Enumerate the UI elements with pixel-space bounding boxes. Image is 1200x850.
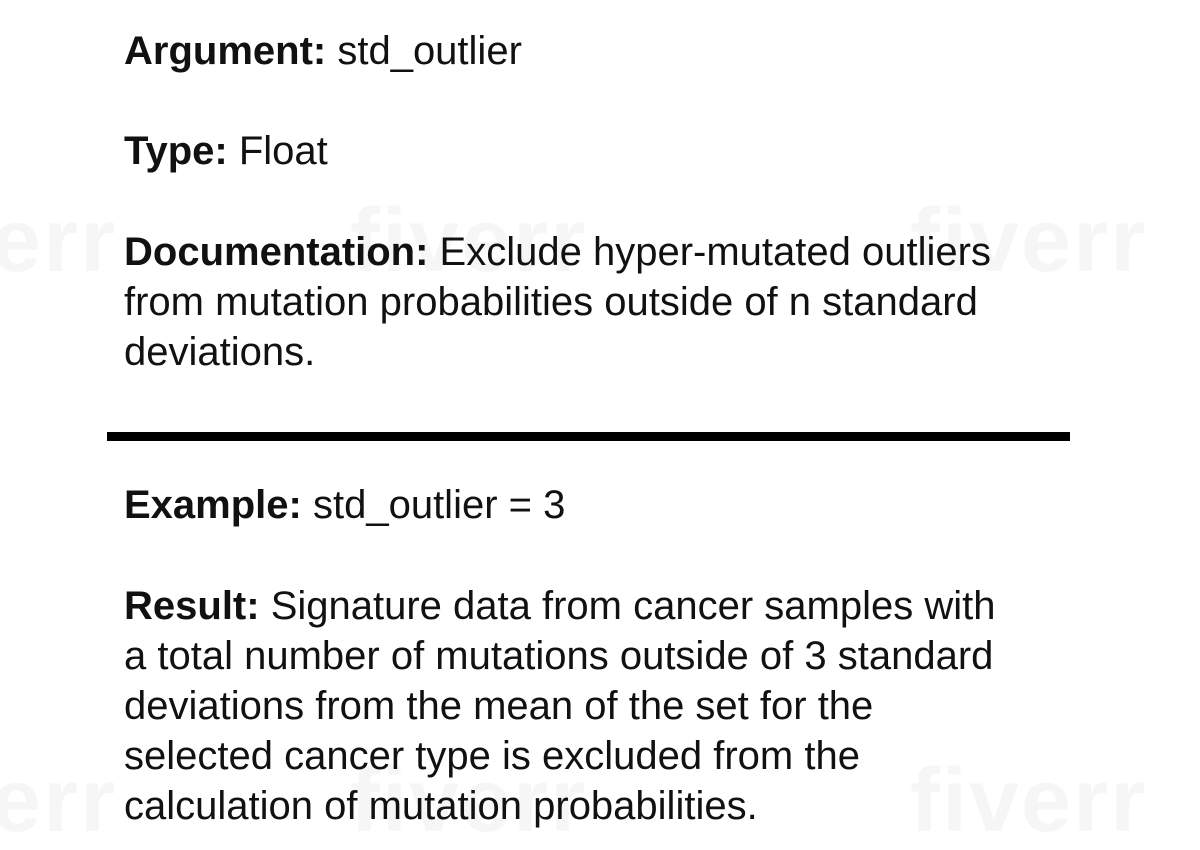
type-line: Type: Float — [124, 126, 1074, 176]
section-divider — [107, 432, 1070, 441]
documentation-paragraph: Documentation: Exclude hyper-mutated out… — [124, 227, 1074, 377]
example-value: std_outlier = 3 — [301, 483, 566, 527]
result-paragraph: Result: Signature data from cancer sampl… — [124, 581, 1074, 831]
result-label: Result: — [124, 584, 260, 628]
watermark: fiverr — [0, 750, 117, 850]
argument-label: Argument: — [124, 29, 327, 73]
documentation-label: Documentation: — [124, 230, 429, 274]
example-line: Example: std_outlier = 3 — [124, 480, 1074, 530]
watermark: fiverr — [0, 190, 117, 293]
argument-line: Argument: std_outlier — [124, 26, 1074, 76]
documentation-text: Exclude hyper-mutated outliers from muta… — [124, 230, 991, 374]
result-text: Signature data from cancer samples with … — [124, 584, 996, 828]
type-value: Float — [227, 129, 328, 173]
example-label: Example: — [124, 483, 302, 527]
argument-value: std_outlier — [326, 29, 522, 73]
type-label: Type: — [124, 129, 228, 173]
